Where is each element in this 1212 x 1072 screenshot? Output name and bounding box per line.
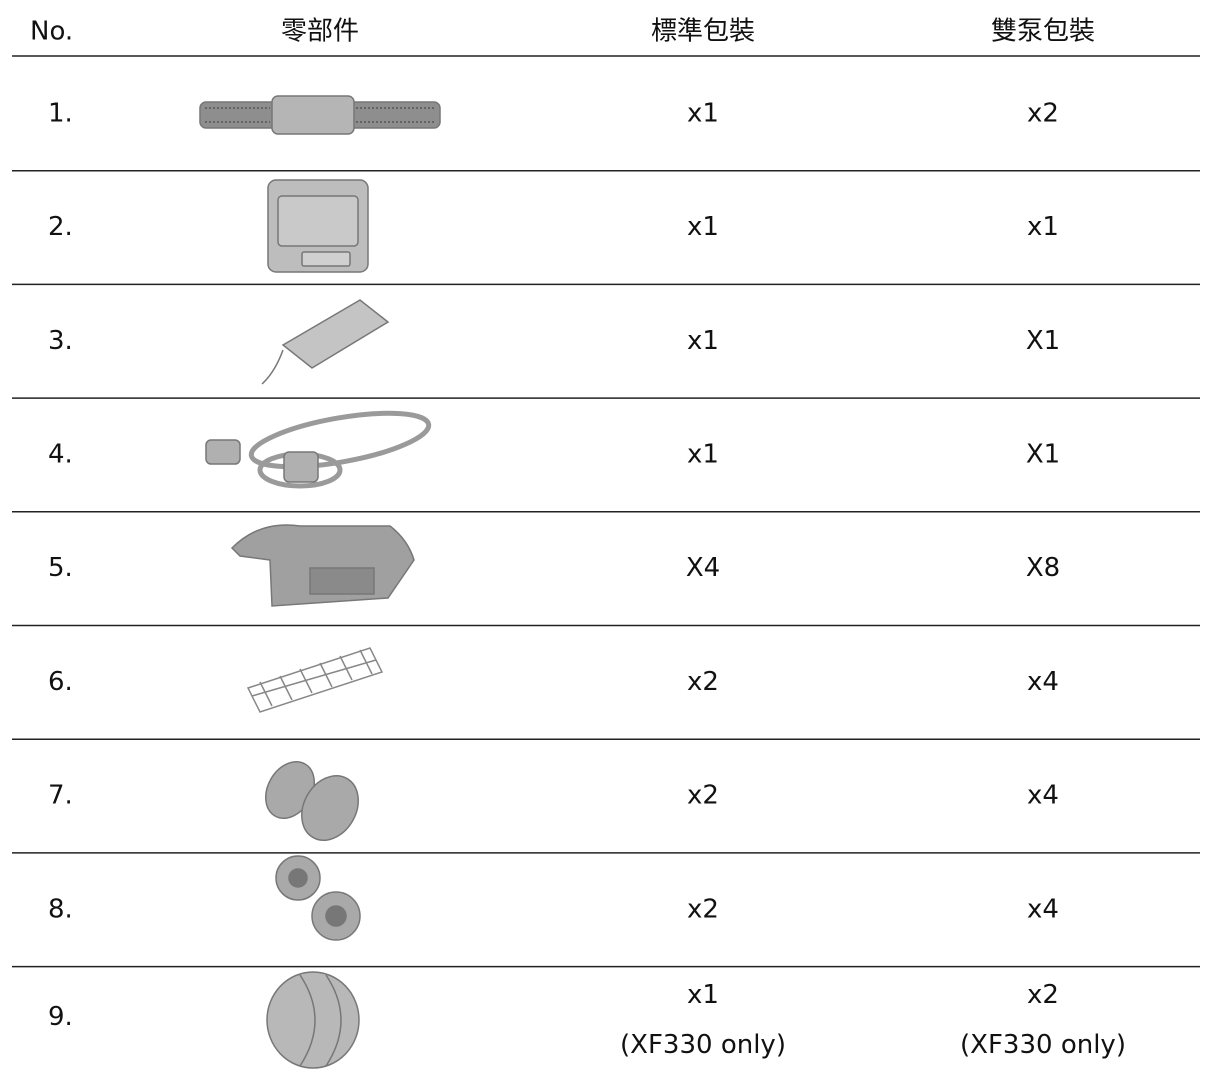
header-cell: No. (30, 17, 73, 47)
grommet-icon (275, 855, 361, 941)
quantity: x4 (1027, 667, 1059, 697)
row-number: 4. (48, 439, 73, 469)
quantity: x2 (687, 781, 719, 811)
quantity: X4 (686, 553, 720, 583)
row-number: 9. (48, 1002, 73, 1032)
quantity: X1 (1026, 439, 1060, 469)
quantity-note: (XF330 only) (960, 1030, 1126, 1060)
part-images (199, 95, 441, 1069)
power-cord-icon (205, 410, 432, 489)
rubber-foot-icon (265, 761, 359, 841)
quantity: x1 (687, 326, 719, 356)
quantity: X1 (1026, 326, 1060, 356)
controller-icon (267, 179, 369, 273)
mesh-icon (246, 647, 384, 713)
row-number: 5. (48, 553, 73, 583)
header-cell: 標準包裝 (651, 17, 755, 47)
quantity: x2 (687, 667, 719, 697)
bracket-icon (230, 524, 415, 607)
quantity: x1 (687, 439, 719, 469)
pump-icon (199, 95, 441, 135)
row-number: 3. (48, 326, 73, 356)
row-number: 1. (48, 98, 73, 128)
quantity: X8 (1026, 553, 1060, 583)
quantity: x1 (687, 980, 719, 1010)
row-number: 8. (48, 894, 73, 924)
quantity: x4 (1027, 781, 1059, 811)
quantity: x2 (1027, 980, 1059, 1010)
row-number: 2. (48, 212, 73, 242)
quantity: x1 (1027, 212, 1059, 242)
power-supply-icon (261, 299, 390, 385)
header-cell: 零部件 (281, 17, 359, 47)
ball-icon (266, 971, 360, 1069)
quantity: x1 (687, 98, 719, 128)
quantity: x1 (687, 212, 719, 242)
header-cell: 雙泵包裝 (991, 17, 1095, 47)
row-number: 7. (48, 781, 73, 811)
quantity: x2 (1027, 98, 1059, 128)
row-number: 6. (48, 667, 73, 697)
quantity: x2 (687, 894, 719, 924)
quantity: x4 (1027, 894, 1059, 924)
quantity-note: (XF330 only) (620, 1030, 786, 1060)
